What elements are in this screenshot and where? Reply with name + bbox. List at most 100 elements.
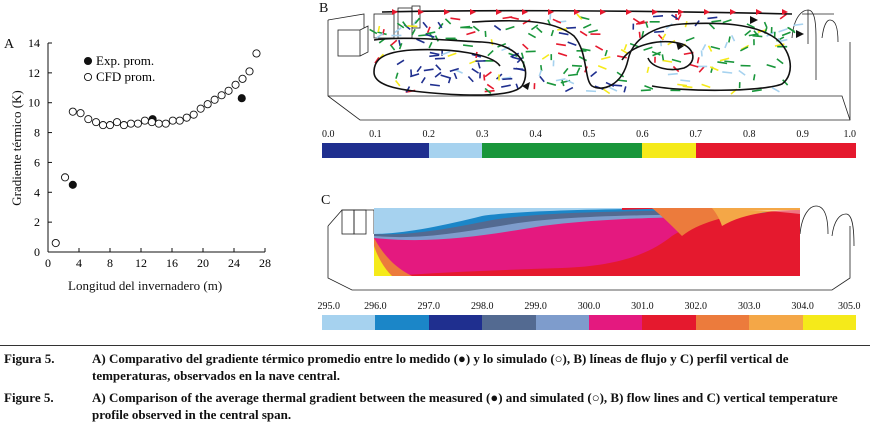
flow-arrow — [550, 29, 555, 37]
flow-arrow-red — [626, 9, 632, 15]
flow-arrow — [671, 14, 679, 20]
flow-arrow — [576, 13, 583, 20]
flow-arrow — [395, 72, 399, 79]
flow-arrow — [555, 78, 566, 82]
flow-arrow-red — [756, 9, 762, 15]
flow-arrow — [541, 53, 550, 60]
colorbar-tick-label: 304.0 — [791, 301, 814, 312]
flow-arrow — [369, 28, 378, 35]
flow-arrow — [398, 43, 403, 50]
flow-arrow — [661, 54, 665, 61]
flow-arrow — [416, 65, 422, 73]
flow-arrow — [644, 85, 654, 90]
flow-arrow — [651, 50, 661, 56]
flow-arrow — [447, 76, 452, 84]
flow-arrow — [435, 64, 442, 71]
flow-arrow — [646, 66, 650, 74]
flow-arrow — [701, 44, 707, 51]
flow-arrow — [579, 16, 590, 21]
colorbar-segment — [642, 315, 696, 330]
panel-c-colorbar-ticks: 295.0 296.0 297.0 298.0 299.0 300.0 301.0 302.0… — [318, 301, 861, 315]
flow-arrow-red — [496, 9, 502, 15]
flow-arrow — [582, 23, 592, 29]
panel-a-x-tick-label: 28 — [259, 256, 271, 270]
flow-arrow — [717, 61, 728, 65]
flow-arrow-red — [574, 9, 580, 15]
colorbar-tick-label: 298.0 — [470, 301, 494, 312]
flow-arrow — [535, 26, 543, 34]
flow-arrow — [416, 38, 425, 44]
caption-english: Figure 5. A) Comparison of the average th… — [4, 389, 866, 423]
flow-arrow — [680, 79, 691, 83]
flow-arrow — [538, 69, 543, 77]
flow-arrow — [746, 23, 755, 29]
cfd-point — [231, 80, 240, 89]
flow-arrow — [739, 46, 749, 52]
flow-arrow — [522, 43, 529, 50]
colorbar-tick-label: 0.7 — [689, 129, 703, 140]
flow-arrow — [571, 64, 582, 67]
flow-arrow — [394, 79, 401, 87]
cfd-point — [168, 116, 177, 125]
exp-point — [237, 94, 246, 103]
colorbar-tick-label: 295.0 — [317, 301, 341, 312]
flow-arrow — [405, 86, 411, 93]
flow-arrow — [751, 89, 762, 93]
flow-arrow — [546, 81, 557, 86]
flow-arrow — [597, 64, 607, 70]
panel-c-colorbar — [322, 315, 857, 330]
colorbar-tick-label: 0.5 — [582, 129, 596, 140]
caption-english-label: Figure 5. — [4, 390, 54, 405]
flow-arrow — [434, 35, 439, 42]
flow-arrow-red — [392, 9, 398, 15]
panel-a-x-tick-label: 4 — [76, 256, 82, 270]
colorbar-segment — [642, 143, 696, 158]
colorbar-tick-label: 305.0 — [838, 301, 861, 312]
flow-arrow — [709, 66, 719, 72]
cfd-point — [126, 119, 135, 128]
flow-arrow — [501, 84, 511, 88]
flow-arrow — [667, 72, 678, 76]
flow-arrow — [376, 32, 384, 39]
panel-a-x-tick-label: 24 — [228, 256, 240, 270]
caption-english-text: A) Comparison of the average thermal gra… — [92, 390, 838, 422]
flow-arrow — [484, 71, 492, 78]
panel-a-x-tick-label: 12 — [135, 256, 147, 270]
flow-arrow — [661, 33, 667, 40]
flow-arrow — [467, 75, 474, 83]
flow-arrow — [398, 39, 401, 47]
flow-arrow — [437, 21, 443, 29]
flow-arrow — [710, 45, 721, 50]
flow-arrow — [420, 76, 426, 84]
flow-arrow — [513, 67, 524, 71]
flow-arrow — [580, 47, 591, 52]
flow-arrow — [390, 39, 398, 46]
cfd-point — [189, 110, 198, 119]
cfd-point — [224, 86, 233, 95]
flow-arrow — [540, 65, 543, 72]
flow-arrow — [604, 49, 608, 57]
cfd-point — [119, 121, 128, 130]
flow-arrow — [595, 45, 604, 51]
cfd-point — [147, 118, 156, 127]
flow-arrow — [578, 55, 587, 62]
colorbar-segment — [428, 315, 483, 330]
flow-arrow — [520, 52, 525, 59]
panel-b-colorbar — [322, 143, 857, 158]
flow-arrow-red — [548, 9, 554, 15]
flow-arrow — [654, 30, 665, 33]
flow-arrow — [623, 86, 627, 93]
flow-arrow — [487, 50, 494, 57]
flow-arrow — [477, 62, 481, 69]
flow-arrow — [696, 57, 700, 64]
legend-label: CFD prom. — [96, 69, 155, 84]
flow-arrow — [752, 34, 763, 38]
flow-arrow-red — [522, 9, 528, 15]
colorbar-segment — [695, 315, 750, 330]
flow-arrow — [447, 52, 457, 58]
flow-arrow — [444, 18, 452, 25]
colorbar-segment — [535, 315, 590, 330]
colorbar-tick-label: 0.9 — [796, 129, 809, 140]
flow-arrow — [527, 32, 537, 39]
flow-arrow — [402, 21, 408, 28]
